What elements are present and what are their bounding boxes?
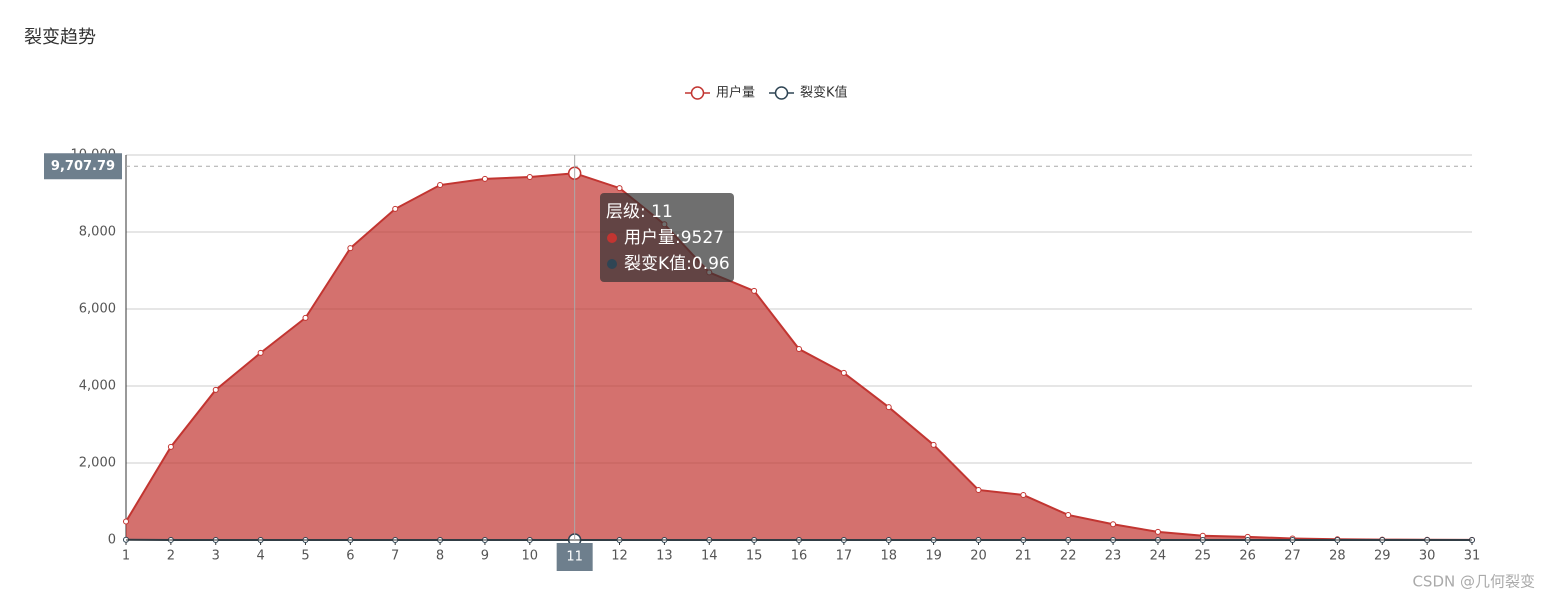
point <box>347 245 354 252</box>
point <box>1154 528 1161 535</box>
pointer-label: 9,707.79 <box>51 159 115 174</box>
pointer-label-bg <box>44 153 122 180</box>
x-tick-label: 24 <box>1150 549 1167 564</box>
legend-icon <box>774 86 789 100</box>
x-tick-label: 2 <box>167 549 175 564</box>
point <box>1110 521 1117 528</box>
x-tick-label: 7 <box>391 549 399 564</box>
x-tick-label: 5 <box>301 549 309 564</box>
y-tick-label: 8,000 <box>79 225 116 240</box>
point <box>975 486 982 493</box>
tooltip-dot <box>607 259 617 269</box>
legend-label: 用户量 <box>716 85 755 101</box>
x-tick-label: 25 <box>1195 549 1212 564</box>
x-tick-label: 18 <box>880 549 897 564</box>
x-tick-label: 12 <box>611 549 628 564</box>
x-tick-label: 9 <box>481 549 489 564</box>
x-tick-label: 17 <box>836 549 853 564</box>
x-tick-label: 31 <box>1464 549 1481 564</box>
tooltip-line: 裂变K值:0.96 <box>624 254 730 274</box>
legend-label: 裂变K值 <box>800 85 848 101</box>
legend-icon <box>690 86 705 100</box>
watermark: CSDN @几何裂变 <box>1412 573 1535 591</box>
x-tick-label: 27 <box>1284 549 1301 564</box>
point <box>616 185 623 192</box>
y-tick-label: 2,000 <box>79 456 116 471</box>
x-tick-label: 21 <box>1015 549 1032 564</box>
x-tick-label: 3 <box>212 549 220 564</box>
x-tick-label: 13 <box>656 549 673 564</box>
point <box>257 349 264 356</box>
tooltip-dot <box>607 233 617 243</box>
tooltip <box>600 193 734 282</box>
point <box>481 175 488 182</box>
x-tick-label: 10 <box>522 549 539 564</box>
chart-title: 裂变趋势 <box>24 27 96 48</box>
x-tick-label: 22 <box>1060 549 1077 564</box>
point <box>1065 511 1072 518</box>
point <box>796 346 802 353</box>
point <box>123 518 129 525</box>
y-tick-label: 4,000 <box>79 379 116 394</box>
point <box>302 314 309 321</box>
pointer-x-bg <box>556 543 593 571</box>
point <box>930 441 937 448</box>
area <box>126 173 1472 540</box>
x-tick-label: 26 <box>1239 549 1256 564</box>
point <box>751 287 758 294</box>
x-tick-label: 1 <box>122 549 130 564</box>
x-tick-label: 8 <box>436 549 444 564</box>
point <box>212 386 219 393</box>
x-tick-label: 29 <box>1374 549 1391 564</box>
x-tick-label: 30 <box>1419 549 1436 564</box>
x-tick-label: 23 <box>1105 549 1122 564</box>
y-tick-label: 0 <box>108 533 116 548</box>
pointer-x-label: 11 <box>566 550 583 565</box>
x-tick-label: 14 <box>701 549 718 564</box>
point <box>437 182 444 189</box>
point <box>885 404 892 411</box>
point <box>840 369 847 376</box>
point <box>526 173 533 180</box>
x-tick-label: 20 <box>970 549 987 564</box>
x-tick-label: 28 <box>1329 549 1346 564</box>
point <box>1020 491 1027 498</box>
point <box>167 443 174 450</box>
tooltip-line: 用户量:9527 <box>624 228 724 248</box>
x-tick-label: 6 <box>346 549 354 564</box>
tooltip-title: 层级: 11 <box>606 202 673 222</box>
x-tick-label: 16 <box>791 549 808 564</box>
x-tick-label: 19 <box>925 549 942 564</box>
point <box>392 205 399 212</box>
x-tick-label: 15 <box>746 549 763 564</box>
y-tick-label: 6,000 <box>79 302 116 317</box>
x-tick-label: 4 <box>256 549 264 564</box>
